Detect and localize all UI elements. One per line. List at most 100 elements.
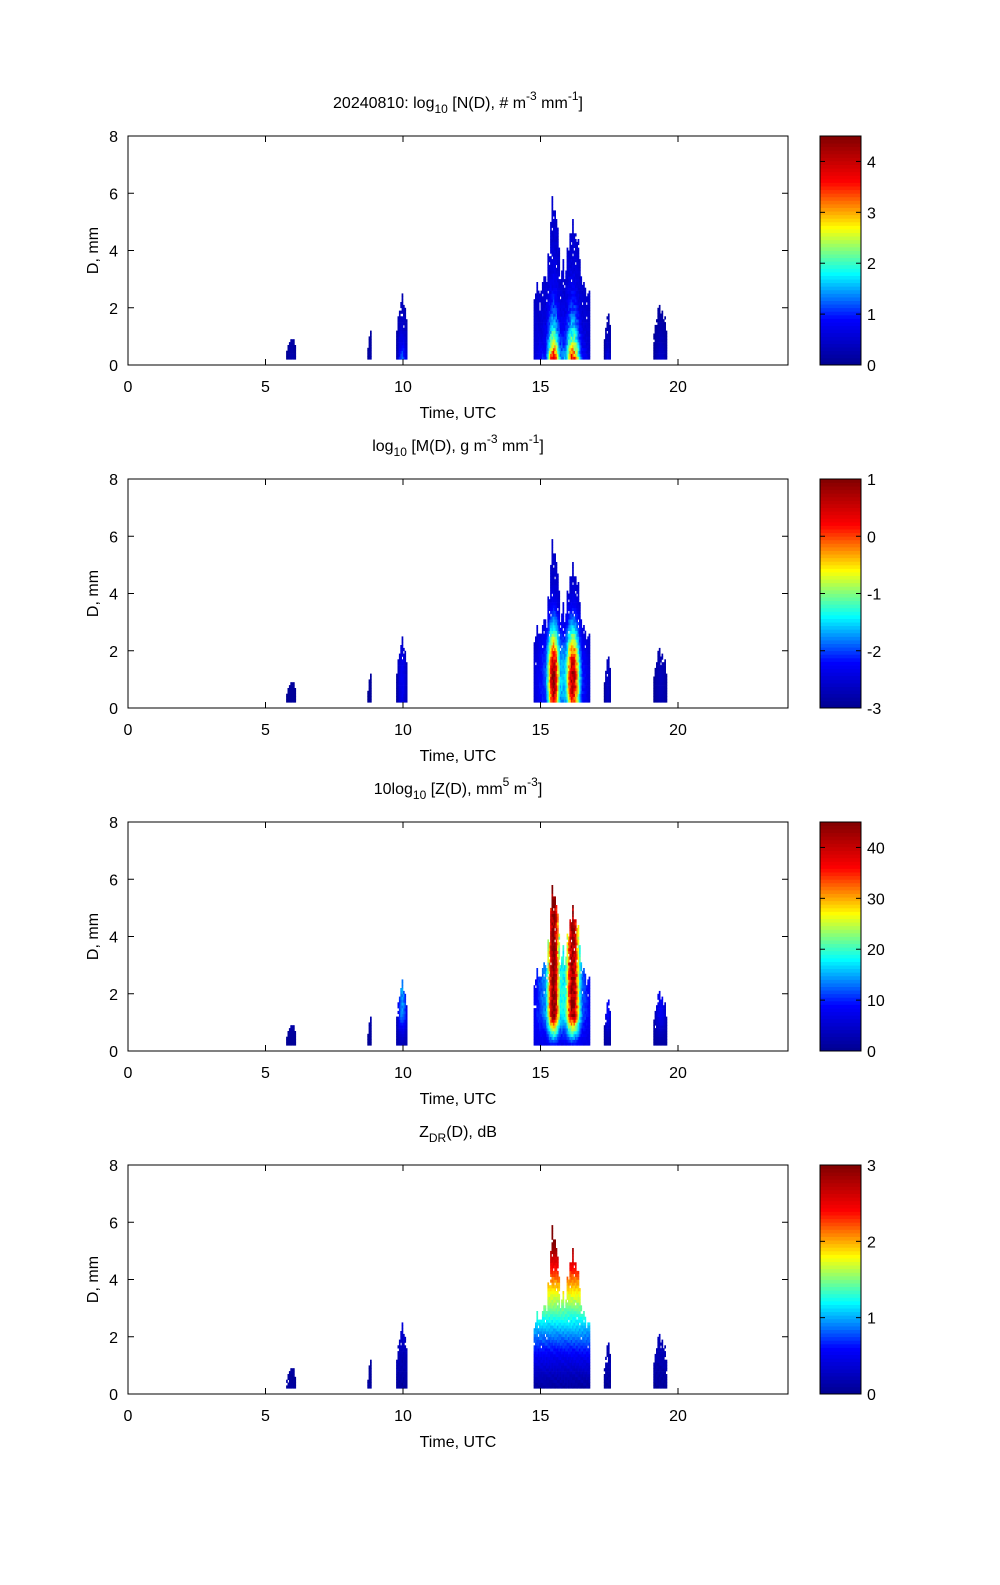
heatmap-cell bbox=[551, 1010, 554, 1015]
heatmap-cell bbox=[658, 353, 661, 357]
heatmap-cell bbox=[573, 353, 576, 357]
heatmap-cell bbox=[563, 650, 566, 654]
heatmap-cell bbox=[543, 279, 545, 283]
heatmap-cell bbox=[291, 1042, 294, 1046]
heatmap-cell bbox=[555, 1025, 558, 1029]
heatmap-cell bbox=[661, 673, 664, 677]
heatmap-cell bbox=[664, 333, 666, 337]
heatmap-cell bbox=[551, 587, 554, 591]
heatmap-cell bbox=[550, 679, 552, 683]
heatmap-cell bbox=[562, 1033, 565, 1037]
heatmap-cell bbox=[539, 347, 541, 351]
heatmap-cell bbox=[579, 259, 581, 263]
heatmap-cell bbox=[557, 647, 559, 652]
heatmap-cell bbox=[607, 324, 610, 329]
heatmap-cell bbox=[605, 347, 607, 351]
heatmap-cell bbox=[400, 662, 402, 666]
heatmap-cell bbox=[606, 665, 609, 669]
heatmap-cell bbox=[584, 304, 587, 309]
heatmap-cell bbox=[552, 636, 555, 640]
heatmap-cell bbox=[403, 307, 405, 311]
heatmap-cell bbox=[552, 1036, 555, 1040]
heatmap-cell bbox=[665, 353, 668, 357]
heatmap-cell bbox=[569, 645, 572, 649]
heatmap-cell bbox=[568, 264, 570, 268]
heatmap-cell bbox=[566, 933, 569, 937]
heatmap-cell bbox=[574, 347, 577, 351]
heatmap-cell bbox=[546, 287, 548, 291]
heatmap-cell bbox=[404, 693, 407, 697]
heatmap-cell bbox=[550, 356, 552, 360]
heatmap-cell bbox=[565, 988, 567, 992]
heatmap-cell bbox=[554, 210, 556, 214]
heatmap-cell bbox=[566, 696, 569, 700]
heatmap-cell bbox=[566, 950, 569, 954]
heatmap-cell bbox=[568, 688, 570, 692]
heatmap-cell bbox=[288, 1039, 291, 1043]
heatmap-cell bbox=[294, 690, 297, 694]
heatmap-cell bbox=[572, 239, 574, 243]
heatmap-cell bbox=[559, 673, 562, 677]
heatmap-cell bbox=[581, 699, 584, 703]
heatmap-cell bbox=[587, 647, 589, 652]
heatmap-cell bbox=[569, 693, 572, 697]
heatmap-cell bbox=[400, 1025, 402, 1029]
heatmap-cell bbox=[552, 227, 555, 231]
heatmap-cell bbox=[572, 613, 574, 617]
heatmap-cell bbox=[558, 1033, 561, 1037]
heatmap-cell bbox=[551, 905, 554, 909]
heatmap-cell bbox=[552, 1039, 555, 1043]
heatmap-cell bbox=[562, 968, 565, 972]
heatmap-cell bbox=[577, 593, 580, 597]
heatmap-cell bbox=[291, 339, 294, 343]
heatmap-cell bbox=[573, 616, 576, 620]
heatmap-cell bbox=[561, 276, 563, 280]
heatmap-cell bbox=[555, 622, 558, 626]
heatmap-cell bbox=[574, 324, 577, 329]
heatmap-cell bbox=[563, 688, 566, 692]
heatmap-cell bbox=[662, 347, 665, 351]
heatmap-cell bbox=[535, 336, 537, 340]
heatmap-cell bbox=[551, 293, 554, 297]
heatmap-cell bbox=[536, 307, 539, 311]
heatmap-cell bbox=[563, 307, 566, 311]
heatmap-cell bbox=[291, 690, 294, 694]
heatmap-cell bbox=[293, 347, 295, 351]
heatmap-cell bbox=[541, 699, 544, 703]
heatmap-cell bbox=[396, 336, 398, 340]
heatmap-cell bbox=[551, 339, 554, 343]
heatmap-cell bbox=[570, 933, 573, 937]
heatmap-cell bbox=[561, 313, 563, 317]
heatmap-cell bbox=[587, 356, 589, 360]
heatmap-cell bbox=[584, 353, 587, 357]
heatmap-cell bbox=[665, 345, 668, 349]
heatmap-cell bbox=[561, 622, 563, 626]
heatmap-cell bbox=[535, 324, 537, 329]
heatmap-cell bbox=[569, 653, 572, 657]
heatmap-cell bbox=[551, 350, 554, 354]
heatmap-cell bbox=[541, 633, 544, 637]
colorbar-band bbox=[820, 593, 861, 598]
heatmap-cell bbox=[561, 339, 563, 343]
heatmap-cell bbox=[574, 647, 577, 652]
colorbar-band bbox=[820, 336, 861, 341]
heatmap-cell bbox=[587, 310, 589, 314]
heatmap-cell bbox=[664, 339, 666, 343]
heatmap-cell bbox=[555, 950, 558, 954]
heatmap-cell bbox=[557, 1042, 559, 1046]
heatmap-cell bbox=[656, 667, 658, 672]
heatmap-cell bbox=[551, 1036, 554, 1040]
heatmap-cell bbox=[294, 1033, 297, 1037]
heatmap-cell bbox=[656, 330, 658, 334]
heatmap-cell bbox=[397, 322, 400, 326]
heatmap-cell bbox=[548, 673, 551, 677]
heatmap-cell bbox=[547, 322, 550, 326]
heatmap-cell bbox=[558, 607, 561, 611]
heatmap-cell bbox=[550, 282, 552, 286]
heatmap-cell bbox=[557, 922, 559, 926]
heatmap-cell bbox=[565, 999, 567, 1003]
heatmap-cell bbox=[566, 259, 569, 263]
heatmap-cell bbox=[562, 345, 565, 349]
heatmap-cell bbox=[587, 302, 589, 306]
heatmap-cell bbox=[554, 345, 556, 349]
